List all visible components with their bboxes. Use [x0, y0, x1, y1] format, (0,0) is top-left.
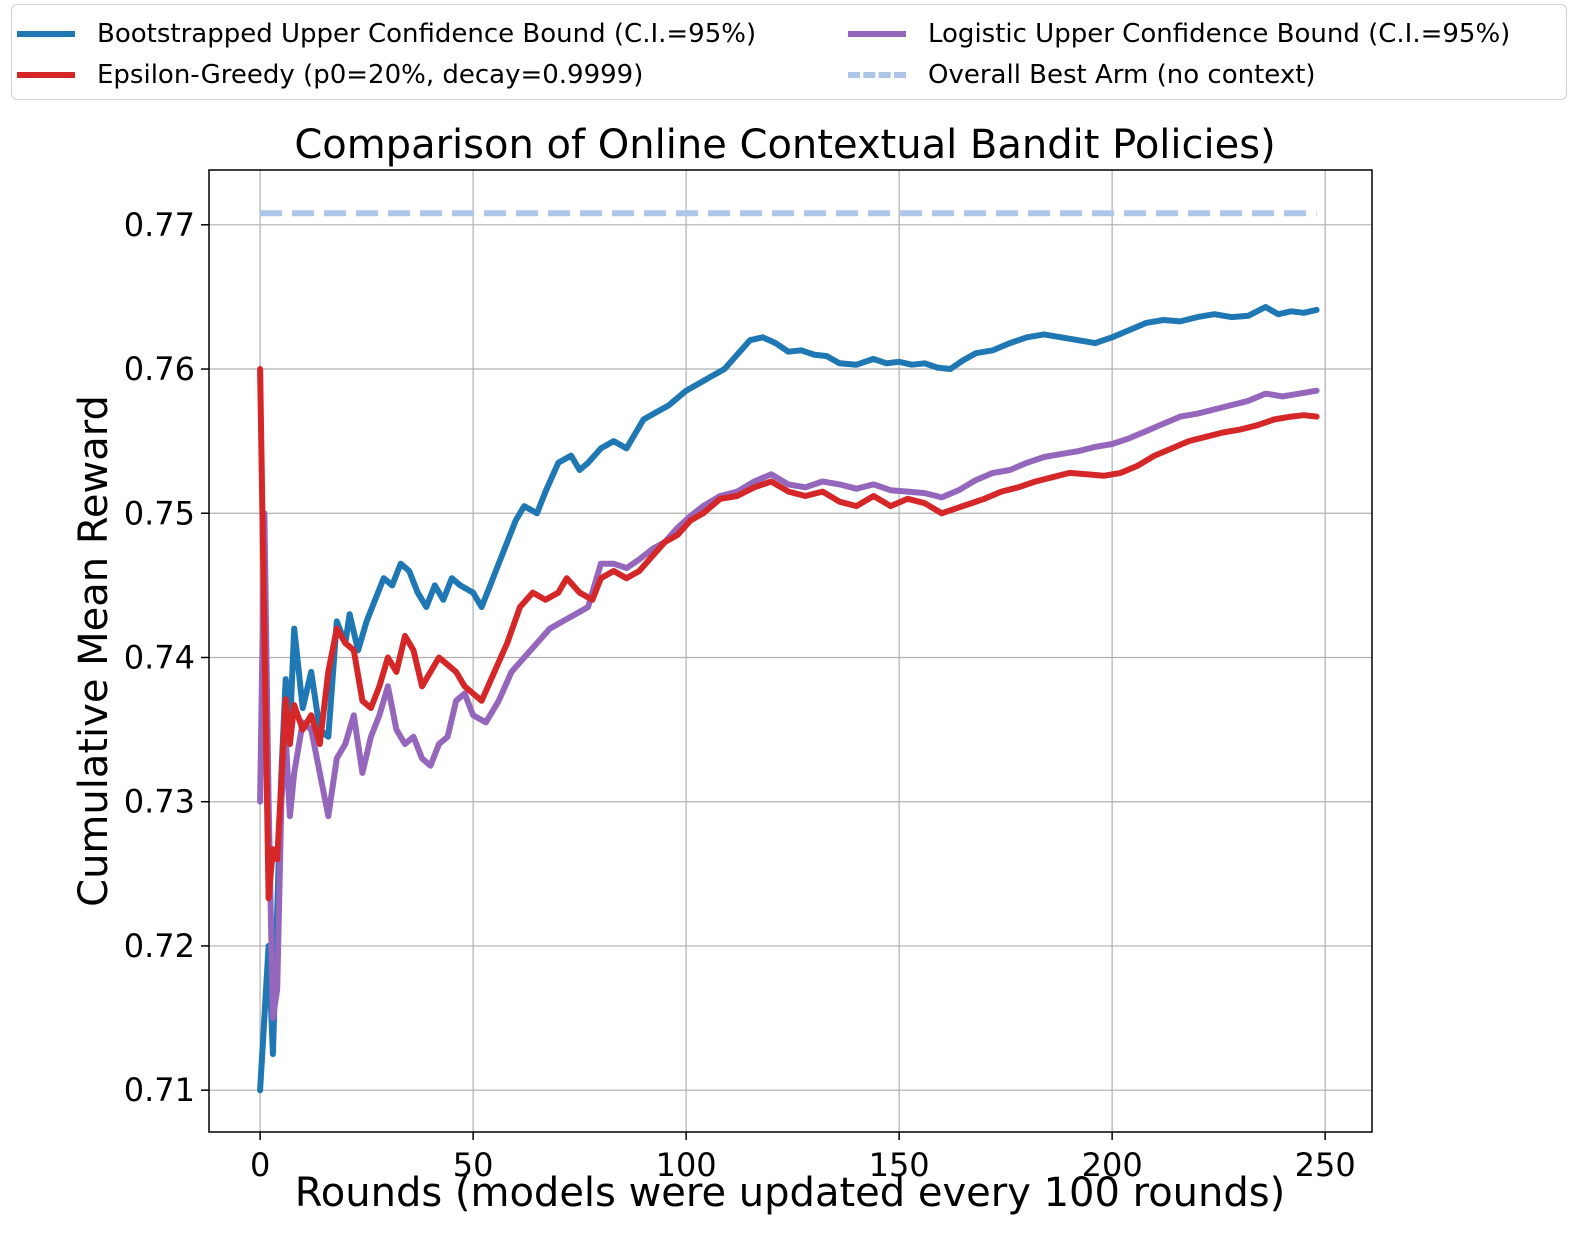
- legend-entry-overall-best-arm: Overall Best Arm (no context): [848, 58, 1316, 92]
- y-tick-label: 0.72: [124, 927, 195, 965]
- legend-swatch-bootstrapped-ucb: [17, 31, 75, 37]
- y-tick-label: 0.71: [124, 1071, 195, 1109]
- y-tick-label: 0.76: [124, 350, 195, 388]
- y-tick-label: 0.74: [124, 638, 195, 676]
- x-tick-label: 150: [869, 1146, 930, 1184]
- legend-swatch-logistic-ucb: [848, 31, 906, 37]
- x-tick-label: 100: [656, 1146, 717, 1184]
- series-line-logistic-upper-confidence-bound-c-i-95: [257, 387, 1320, 1022]
- plot-frame: [208, 169, 1373, 1133]
- chart-title: Comparison of Online Contextual Bandit P…: [294, 122, 1275, 168]
- x-tick-label: 0: [250, 1146, 270, 1184]
- y-tick-label: 0.75: [124, 494, 195, 532]
- series-line-epsilon-greedy-p0-20-decay-0-9999: [257, 366, 1320, 902]
- legend-entry-bootstrapped-ucb: Bootstrapped Upper Confidence Bound (C.I…: [17, 17, 756, 51]
- series-line-bootstrapped-upper-confidence-bound-c-i-95: [257, 304, 1320, 1094]
- legend-label-overall-best-arm: Overall Best Arm (no context): [928, 60, 1316, 90]
- legend-label-logistic-ucb: Logistic Upper Confidence Bound (C.I.=95…: [928, 19, 1511, 49]
- series-layer: [257, 210, 1320, 1094]
- legend-swatch-epsilon-greedy: [17, 72, 75, 78]
- y-tick-label: 0.73: [124, 783, 195, 821]
- y-tick-label: 0.77: [124, 206, 195, 244]
- x-axis-title: Rounds (models were updated every 100 ro…: [295, 1170, 1285, 1216]
- ticks: 0 50 100 150 200 250 0.71 0.72 0.73 0.74 0.75 0.76 0…: [124, 206, 1356, 1184]
- x-tick-label: 250: [1295, 1146, 1356, 1184]
- legend-swatch-overall-best-arm: [848, 72, 906, 78]
- legend-label-epsilon-greedy: Epsilon-Greedy (p0=20%, decay=0.9999): [97, 60, 644, 90]
- legend-label-bootstrapped-ucb: Bootstrapped Upper Confidence Bound (C.I…: [97, 19, 757, 49]
- x-tick-label: 50: [453, 1146, 494, 1184]
- y-axis-title: Cumulative Mean Reward: [71, 395, 117, 907]
- legend: Bootstrapped Upper Confidence Bound (C.I…: [11, 4, 1567, 100]
- legend-entry-logistic-ucb: Logistic Upper Confidence Bound (C.I.=95…: [848, 17, 1510, 51]
- x-tick-label: 200: [1082, 1146, 1143, 1184]
- legend-entry-epsilon-greedy: Epsilon-Greedy (p0=20%, decay=0.9999): [17, 58, 643, 92]
